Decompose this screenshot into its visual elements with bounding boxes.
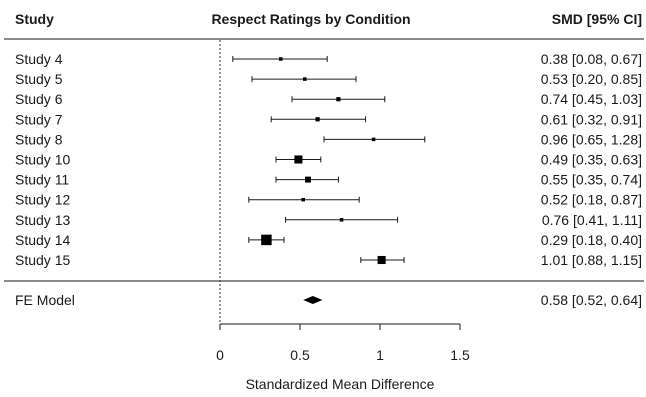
- point-estimate-marker: [261, 234, 272, 246]
- x-tick-label: 0: [216, 347, 224, 363]
- smd-ci-value: 0.53 [0.20, 0.85]: [541, 71, 642, 87]
- summary-ci-value: 0.58 [0.52, 0.64]: [541, 292, 642, 308]
- smd-ci-value: 0.38 [0.08, 0.67]: [541, 51, 642, 67]
- study-row: Study 10 0.49 [0.35, 0.63]: [15, 152, 642, 168]
- study-label: Study 8: [15, 131, 63, 147]
- study-label: Study 4: [15, 51, 63, 67]
- study-row: Study 15 1.01 [0.88, 1.15]: [15, 252, 642, 268]
- point-estimate-marker: [305, 176, 311, 183]
- point-estimate-marker: [303, 77, 307, 81]
- smd-ci-value: 0.76 [0.41, 1.11]: [542, 212, 642, 228]
- study-row: Study 6 0.74 [0.45, 1.03]: [15, 91, 642, 107]
- study-row: Study 13 0.76 [0.41, 1.11]: [15, 212, 642, 228]
- study-row: Study 8 0.96 [0.65, 1.28]: [15, 131, 642, 147]
- smd-ci-value: 0.29 [0.18, 0.40]: [541, 232, 642, 248]
- smd-ci-value: 0.96 [0.65, 1.28]: [541, 131, 642, 147]
- study-label: Study 13: [15, 212, 70, 228]
- study-row: Study 7 0.61 [0.32, 0.91]: [15, 111, 642, 127]
- study-label: Study 7: [15, 111, 63, 127]
- study-label: Study 11: [15, 172, 69, 188]
- study-label: Study 10: [15, 152, 70, 168]
- point-estimate-marker: [301, 197, 305, 202]
- point-estimate-marker: [336, 97, 341, 102]
- study-label: Study 12: [15, 192, 70, 208]
- study-row: Study 14 0.29 [0.18, 0.40]: [15, 232, 642, 248]
- point-estimate-marker: [315, 117, 320, 122]
- point-estimate-marker: [339, 218, 344, 222]
- point-estimate-marker: [279, 57, 283, 61]
- chart-title: Respect Ratings by Condition: [211, 11, 410, 27]
- x-tick-label: 1: [376, 347, 384, 363]
- summary-diamond: [303, 296, 323, 304]
- smd-ci-value: 0.49 [0.35, 0.63]: [541, 152, 642, 168]
- x-tick-label: 1.5: [450, 347, 470, 363]
- study-row: Study 5 0.53 [0.20, 0.85]: [15, 71, 642, 87]
- x-tick-label: 0.5: [290, 347, 310, 363]
- smd-column-header: SMD [95% CI]: [552, 11, 642, 27]
- study-label: Study 15: [15, 252, 70, 268]
- study-label: Study 5: [15, 71, 63, 87]
- study-label: Study 6: [15, 91, 63, 107]
- study-column-header: Study: [15, 11, 54, 27]
- summary-label: FE Model: [15, 292, 75, 308]
- study-label: Study 14: [15, 232, 70, 248]
- point-estimate-marker: [377, 255, 386, 265]
- study-row: Study 12 0.52 [0.18, 0.87]: [15, 192, 642, 208]
- study-row: Study 11 0.55 [0.35, 0.74]: [15, 172, 642, 188]
- point-estimate-marker: [371, 137, 376, 142]
- smd-ci-value: 0.61 [0.32, 0.91]: [541, 111, 642, 127]
- smd-ci-value: 0.55 [0.35, 0.74]: [541, 172, 642, 188]
- study-row: Study 4 0.38 [0.08, 0.67]: [15, 51, 642, 67]
- point-estimate-marker: [294, 155, 303, 164]
- smd-ci-value: 1.01 [0.88, 1.15]: [541, 252, 642, 268]
- x-axis-label: Standardized Mean Difference: [246, 376, 435, 392]
- smd-ci-value: 0.74 [0.45, 1.03]: [541, 91, 642, 107]
- smd-ci-value: 0.52 [0.18, 0.87]: [541, 192, 642, 208]
